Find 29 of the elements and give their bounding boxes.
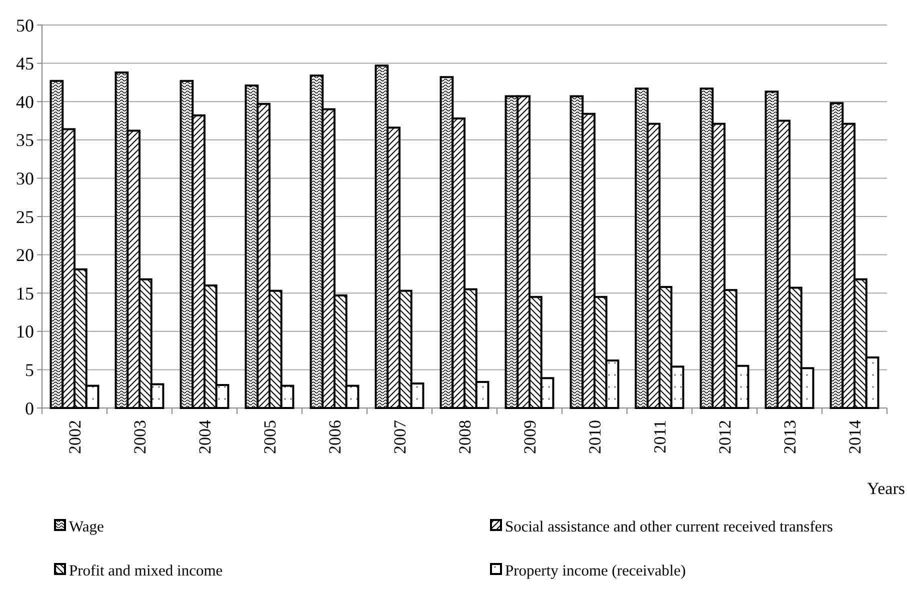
x-tick-label: 2007	[390, 420, 410, 454]
y-tick-label: 25	[16, 206, 34, 227]
legend-label: Property income (receivable)	[505, 562, 686, 580]
x-tick-label: 2008	[455, 420, 474, 454]
x-tick-label: 2011	[650, 420, 670, 454]
legend-label: Social assistance and other current received transfers	[505, 518, 833, 536]
y-tick-label: 40	[16, 92, 34, 112]
y-tick-label: 45	[16, 54, 34, 74]
y-tick-label: 0	[25, 398, 34, 418]
y-tick-label: 35	[16, 130, 34, 150]
x-tick-label: 2003	[130, 420, 150, 454]
y-tick-label: 15	[16, 283, 34, 304]
x-tick-label: 2010	[585, 420, 604, 454]
x-tick-label: 2009	[520, 420, 540, 454]
x-tick-label: 2002	[65, 420, 84, 454]
x-tick-label: 2012	[715, 420, 734, 454]
x-tick-label: 2004	[195, 420, 214, 454]
x-tick-label: 2005	[260, 420, 280, 454]
y-tick-label: 20	[16, 245, 34, 266]
x-tick-label: 2006	[325, 420, 344, 454]
y-tick-label: 50	[16, 15, 34, 36]
y-tick-label: 5	[25, 360, 34, 380]
y-tick-label: 10	[16, 322, 34, 342]
legend-label: Profit and mixed income	[69, 562, 223, 580]
x-tick-label: 2014	[845, 420, 864, 454]
y-tick-label: 30	[16, 168, 34, 188]
x-tick-label: 2013	[780, 420, 800, 454]
x-axis-title: Years	[867, 479, 905, 498]
legend-label: Wage	[69, 518, 104, 536]
